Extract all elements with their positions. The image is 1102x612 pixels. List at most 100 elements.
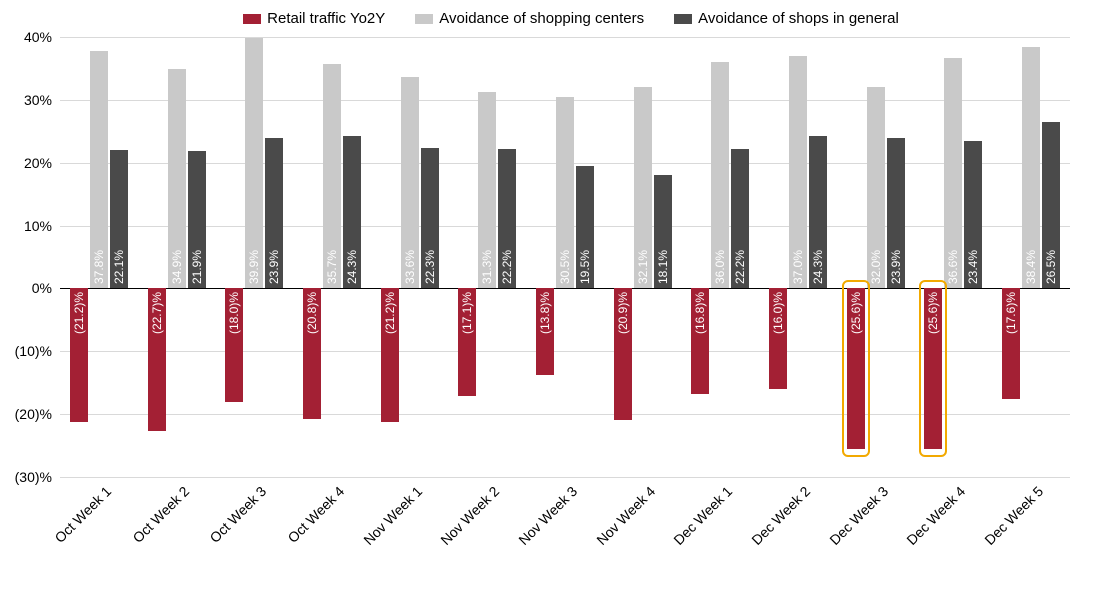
bar-value-label: 19.5%: [578, 250, 592, 284]
bar: (18.0)%: [225, 288, 243, 401]
bar: (22.7)%: [148, 288, 166, 431]
bar-value-label: 36.6%: [946, 250, 960, 284]
bar-value-label: (18.0)%: [227, 292, 241, 334]
x-axis-label: Nov Week 3: [515, 483, 580, 548]
bar-value-label: 23.4%: [966, 250, 980, 284]
bar-value-label: (17.6)%: [1004, 292, 1018, 334]
bar-value-label: 34.9%: [170, 250, 184, 284]
bar: 23.4%: [964, 141, 982, 288]
bar: (13.8)%: [536, 288, 554, 375]
bar: 26.5%: [1042, 122, 1060, 289]
bar-value-label: 39.9%: [247, 250, 261, 284]
bar: (16.0)%: [769, 288, 787, 389]
bar: 24.3%: [343, 136, 361, 289]
x-axis-label: Oct Week 4: [284, 483, 347, 546]
bar: 23.9%: [887, 138, 905, 288]
y-axis-label: 20%: [2, 155, 52, 171]
bar-value-label: (16.0)%: [771, 292, 785, 334]
bar-value-label: (25.6)%: [926, 292, 940, 334]
y-axis-label: (10)%: [2, 343, 52, 359]
bar: 23.9%: [265, 138, 283, 288]
x-axis-label: Dec Week 4: [904, 483, 969, 548]
bar-value-label: 23.9%: [267, 250, 281, 284]
legend: Retail traffic Yo2Y Avoidance of shoppin…: [60, 10, 1082, 27]
legend-label-retail: Retail traffic Yo2Y: [267, 10, 385, 27]
y-axis-label: 10%: [2, 218, 52, 234]
bar: 36.0%: [711, 62, 729, 288]
bar-value-label: 31.3%: [480, 250, 494, 284]
bar-value-label: (13.8)%: [538, 292, 552, 334]
bar: (17.6)%: [1002, 288, 1020, 399]
bar: (25.6)%: [924, 288, 942, 449]
bar-value-label: (22.7)%: [150, 292, 164, 334]
x-axis-label: Nov Week 1: [360, 483, 425, 548]
legend-swatch-retail: [243, 14, 261, 24]
x-axis-label: Dec Week 5: [981, 483, 1046, 548]
bar: 31.3%: [478, 92, 496, 289]
bar-value-label: (21.2)%: [72, 292, 86, 334]
bar-value-label: 32.1%: [636, 250, 650, 284]
bar-value-label: (21.2)%: [383, 292, 397, 334]
y-axis-label: (20)%: [2, 406, 52, 422]
bar-value-label: (25.6)%: [849, 292, 863, 334]
x-axis-label: Oct Week 3: [207, 483, 270, 546]
bar: 32.1%: [634, 87, 652, 289]
bar: (21.2)%: [70, 288, 88, 421]
bar: 22.2%: [731, 149, 749, 289]
legend-swatch-general: [674, 14, 692, 24]
bar: 22.2%: [498, 149, 516, 289]
bar-value-label: 36.0%: [713, 250, 727, 284]
bar: 35.7%: [323, 64, 341, 288]
bar: 22.3%: [421, 148, 439, 288]
bar-value-label: 32.0%: [869, 250, 883, 284]
bar: 36.6%: [944, 58, 962, 288]
bar: (20.9)%: [614, 288, 632, 419]
legend-swatch-centers: [415, 14, 433, 24]
bar-value-label: 18.1%: [656, 250, 670, 284]
x-axis-label: Dec Week 3: [826, 483, 891, 548]
bar-value-label: 26.5%: [1044, 250, 1058, 284]
bar-value-label: 37.0%: [791, 250, 805, 284]
bar: 21.9%: [188, 151, 206, 289]
legend-item-centers: Avoidance of shopping centers: [415, 10, 644, 27]
bar-value-label: 22.2%: [733, 250, 747, 284]
x-axis-label: Nov Week 4: [593, 483, 658, 548]
bar: (20.8)%: [303, 288, 321, 419]
bar: 24.3%: [809, 136, 827, 289]
bar: 38.4%: [1022, 47, 1040, 288]
bar-value-label: 35.7%: [325, 250, 339, 284]
x-axis-label: Oct Week 2: [129, 483, 192, 546]
plot-area: 40%30%20%10%0%(10)%(20)%(30)%(21.2)%37.8…: [60, 37, 1070, 477]
bar: 18.1%: [654, 175, 672, 289]
bar: (25.6)%: [847, 288, 865, 449]
bar-value-label: (17.1)%: [460, 292, 474, 334]
x-axis-labels: Oct Week 1Oct Week 2Oct Week 3Oct Week 4…: [60, 477, 1070, 597]
bar-value-label: (20.9)%: [616, 292, 630, 334]
legend-label-centers: Avoidance of shopping centers: [439, 10, 644, 27]
bar: (21.2)%: [381, 288, 399, 421]
bar-value-label: 37.8%: [92, 250, 106, 284]
bar: 37.0%: [789, 56, 807, 289]
gridline: [60, 414, 1070, 415]
bar-value-label: 24.3%: [811, 250, 825, 284]
bar: 39.9%: [245, 38, 263, 289]
y-axis-label: 30%: [2, 92, 52, 108]
bar-value-label: 24.3%: [345, 250, 359, 284]
bar: 33.6%: [401, 77, 419, 288]
bar-value-label: (16.8)%: [693, 292, 707, 334]
legend-label-general: Avoidance of shops in general: [698, 10, 899, 27]
y-axis-label: 0%: [2, 280, 52, 296]
gridline: [60, 37, 1070, 38]
bar-value-label: 38.4%: [1024, 250, 1038, 284]
chart-container: Retail traffic Yo2Y Avoidance of shoppin…: [0, 0, 1102, 612]
bar: (17.1)%: [458, 288, 476, 395]
bar-value-label: 23.9%: [889, 250, 903, 284]
bar-value-label: 22.1%: [112, 250, 126, 284]
bar: 30.5%: [556, 97, 574, 289]
x-axis-label: Dec Week 1: [671, 483, 736, 548]
bar: 22.1%: [110, 150, 128, 289]
y-axis-label: (30)%: [2, 469, 52, 485]
bar-value-label: 30.5%: [558, 250, 572, 284]
bar: (16.8)%: [691, 288, 709, 394]
x-axis-label: Oct Week 1: [51, 483, 114, 546]
